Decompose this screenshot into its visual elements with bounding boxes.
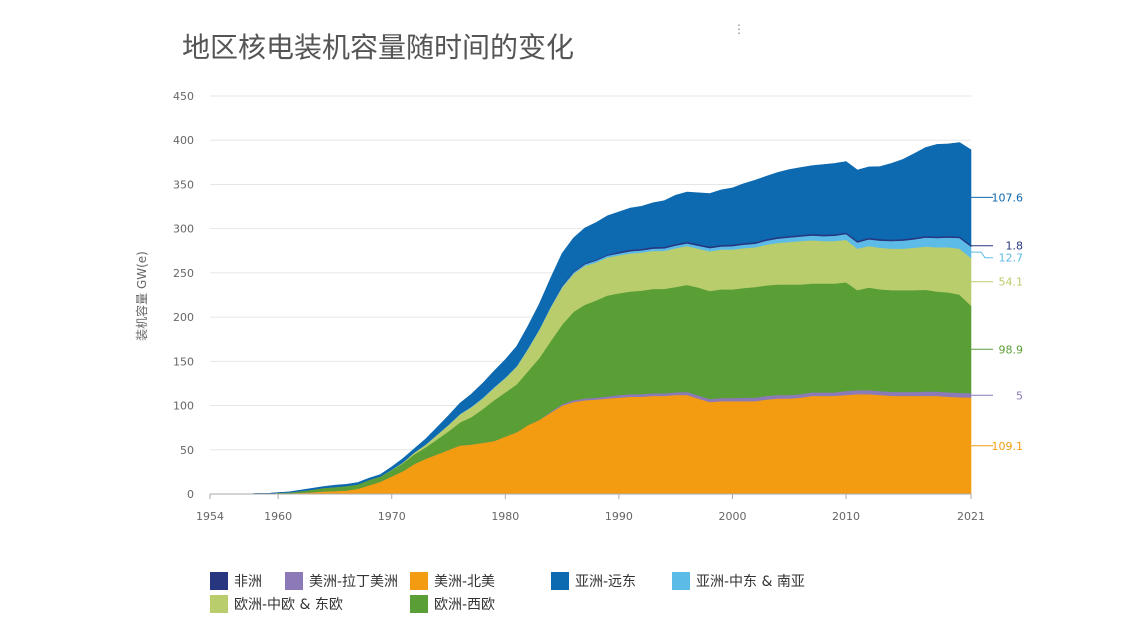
end-label: 12.7 xyxy=(999,252,1024,265)
legend-swatch xyxy=(210,595,228,613)
legend-swatch xyxy=(672,572,690,590)
end-label-connector xyxy=(971,251,993,259)
y-axis-label: 装机容量 GW(e) xyxy=(134,251,149,341)
y-tick-label: 100 xyxy=(173,400,194,413)
x-tick-label: 2021 xyxy=(957,510,985,523)
x-tick-label: 2010 xyxy=(832,510,860,523)
end-label: 1.8 xyxy=(1006,240,1024,253)
legend-label: 非洲 xyxy=(234,574,262,590)
legend-item-central-eastern-europe[interactable]: 欧洲-中欧 & 东欧 xyxy=(210,594,343,614)
legend-swatch xyxy=(210,572,228,590)
y-tick-label: 450 xyxy=(173,90,194,103)
legend-item-far-east[interactable]: 亚洲-远东 xyxy=(551,571,636,591)
legend-swatch xyxy=(285,572,303,590)
legend-item-africa[interactable]: 非洲 xyxy=(210,571,262,591)
legend-swatch xyxy=(551,572,569,590)
end-label: 107.6 xyxy=(992,191,1024,204)
legend-label: 亚洲-远东 xyxy=(575,574,637,590)
x-tick-label: 1980 xyxy=(491,510,519,523)
x-tick-label: 1990 xyxy=(605,510,633,523)
chart-title: 地区核电装机容量随时间的变化 xyxy=(182,31,575,64)
x-tick-label: 1970 xyxy=(378,510,406,523)
y-tick-label: 300 xyxy=(173,223,194,236)
legend-label: 亚洲-中东 & 南亚 xyxy=(696,574,805,590)
legend-label: 欧洲-中欧 & 东欧 xyxy=(234,597,343,613)
x-tick-label: 1960 xyxy=(264,510,292,523)
y-tick-label: 200 xyxy=(173,311,194,324)
menu-dots-icon[interactable]: ⋮ xyxy=(733,22,745,36)
x-tick-label: 2000 xyxy=(718,510,746,523)
end-label: 5 xyxy=(1016,389,1023,402)
legend-item-middle-east-south-asia[interactable]: 亚洲-中东 & 南亚 xyxy=(672,571,805,591)
area-series xyxy=(210,393,972,495)
y-tick-label: 400 xyxy=(173,134,194,147)
legend-swatch xyxy=(410,572,428,590)
legend-swatch xyxy=(410,595,428,613)
legend-item-north-america[interactable]: 美洲-北美 xyxy=(410,571,495,591)
legend-label: 美洲-拉丁美洲 xyxy=(309,574,399,590)
y-tick-label: 250 xyxy=(173,267,194,280)
y-tick-label: 50 xyxy=(180,444,194,457)
legend-item-latin-america[interactable]: 美洲-拉丁美洲 xyxy=(285,571,398,591)
y-tick-label: 350 xyxy=(173,178,194,191)
end-label: 54.1 xyxy=(999,276,1024,289)
x-tick-label: 1954 xyxy=(196,510,224,523)
end-label: 109.1 xyxy=(992,440,1024,453)
end-label: 98.9 xyxy=(999,343,1024,356)
y-tick-label: 150 xyxy=(173,355,194,368)
legend-item-western-europe[interactable]: 欧洲-西欧 xyxy=(410,594,495,614)
legend-label: 美洲-北美 xyxy=(434,574,496,590)
y-tick-label: 0 xyxy=(187,488,194,501)
legend-label: 欧洲-西欧 xyxy=(434,597,496,613)
